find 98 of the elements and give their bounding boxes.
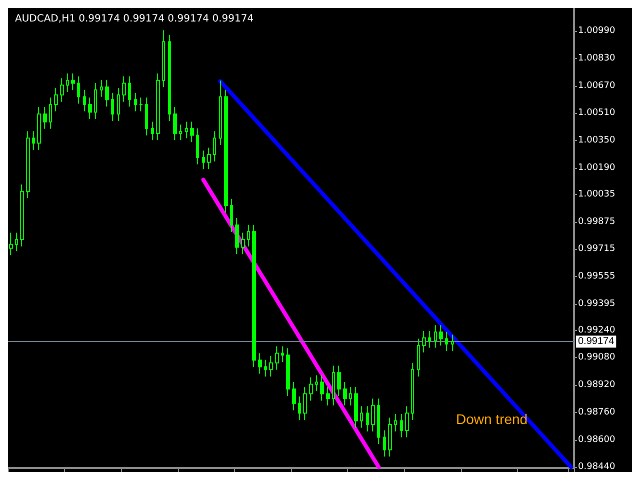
y-tick-label: 0.98760 bbox=[578, 407, 616, 418]
y-tick-label: 1.00990 bbox=[578, 26, 616, 36]
candlestick bbox=[360, 406, 363, 428]
candlestick bbox=[224, 89, 228, 214]
y-tick-label: 0.99080 bbox=[578, 352, 616, 363]
candlestick bbox=[145, 97, 148, 136]
candlestick bbox=[235, 218, 239, 255]
candlestick bbox=[332, 365, 335, 406]
candlestick bbox=[252, 224, 256, 368]
candlestick bbox=[422, 330, 426, 353]
candlestick bbox=[168, 34, 171, 122]
candlestick bbox=[241, 232, 245, 255]
candlestick bbox=[66, 72, 69, 92]
candlestick bbox=[298, 396, 301, 420]
candlestick bbox=[128, 76, 131, 107]
y-tick-label: 0.99875 bbox=[578, 216, 616, 227]
candlestick bbox=[71, 72, 75, 91]
y-tick-label: 0.98440 bbox=[578, 462, 616, 472]
candlestick bbox=[286, 348, 290, 396]
candlestick bbox=[337, 365, 341, 396]
candlestick bbox=[275, 346, 279, 370]
candlestick bbox=[122, 76, 126, 102]
candlestick bbox=[37, 106, 41, 150]
candlestick bbox=[326, 386, 330, 406]
candlestick bbox=[15, 232, 18, 252]
candlestick bbox=[100, 80, 103, 98]
candlestick bbox=[383, 430, 386, 458]
candlestick bbox=[185, 121, 188, 139]
candlestick bbox=[309, 376, 313, 402]
y-tick-label: 1.00035 bbox=[578, 189, 616, 200]
candlestick bbox=[139, 97, 143, 112]
candlestick bbox=[439, 324, 443, 346]
candlestick bbox=[219, 80, 222, 146]
candlestick bbox=[173, 106, 177, 141]
candlestick bbox=[371, 398, 375, 432]
candlestick bbox=[117, 88, 120, 122]
candlestick bbox=[394, 413, 397, 432]
candlestick bbox=[54, 88, 58, 112]
candlestick bbox=[134, 92, 137, 112]
y-tick-label: 0.98920 bbox=[578, 380, 616, 390]
candlestick bbox=[60, 78, 64, 102]
y-tick-label: 0.99715 bbox=[578, 244, 616, 254]
candlestick bbox=[111, 92, 114, 122]
candlestick bbox=[315, 374, 318, 392]
candlestick bbox=[264, 359, 267, 378]
candlestick bbox=[202, 150, 205, 170]
candlestick bbox=[428, 330, 431, 348]
candlestick bbox=[83, 89, 86, 112]
candlestick bbox=[77, 76, 80, 104]
candlestick bbox=[151, 121, 154, 141]
candlestick bbox=[400, 413, 403, 438]
candlestick bbox=[411, 362, 414, 420]
candlestick bbox=[49, 97, 52, 130]
y-tick-label: 0.99555 bbox=[578, 271, 616, 282]
candlestick bbox=[43, 106, 47, 130]
candlestick bbox=[230, 198, 233, 232]
y-tick-label: 1.00350 bbox=[578, 136, 616, 146]
candlestick bbox=[349, 386, 352, 406]
candlestick bbox=[105, 80, 109, 107]
candlestick bbox=[434, 324, 437, 348]
y-tick-label: 0.98600 bbox=[578, 434, 616, 445]
candlestick bbox=[196, 128, 199, 165]
candlestick bbox=[405, 406, 409, 438]
candlestick bbox=[269, 355, 273, 378]
candlestick bbox=[247, 224, 250, 247]
candlestick bbox=[190, 121, 194, 143]
candlestick bbox=[388, 417, 392, 458]
candlestick bbox=[32, 130, 35, 150]
candlestick bbox=[292, 382, 296, 411]
candlestick bbox=[343, 382, 347, 406]
y-tick-label: 1.00510 bbox=[578, 108, 616, 118]
y-tick-label: 1.00190 bbox=[578, 162, 616, 173]
candlestick bbox=[366, 406, 369, 432]
ref-line-label: 0.99174 bbox=[578, 336, 615, 348]
candlestick bbox=[88, 97, 92, 120]
candlestick bbox=[445, 331, 448, 352]
candlestick bbox=[377, 398, 380, 445]
text: AUDCAD,H1 0.99174 0.99174 0.99174 0.99174 bbox=[15, 14, 254, 24]
y-tick-label: 0.99395 bbox=[578, 298, 616, 309]
candlestick bbox=[162, 30, 165, 88]
candlestick bbox=[451, 334, 454, 352]
candlestick bbox=[179, 124, 182, 141]
y-tick-label: 1.00830 bbox=[578, 53, 616, 64]
y-tick-label: 0.99240 bbox=[578, 325, 616, 336]
candlestick bbox=[320, 374, 324, 402]
candlestick bbox=[94, 82, 97, 120]
y-tick-label: 1.00670 bbox=[578, 80, 616, 91]
annotation: Down trend bbox=[456, 411, 528, 427]
candlestick bbox=[26, 130, 30, 199]
candlestick bbox=[156, 72, 160, 141]
candlestick bbox=[417, 338, 420, 378]
candlestick bbox=[281, 346, 284, 362]
candlestick bbox=[213, 130, 216, 162]
candlestick bbox=[303, 386, 307, 420]
candlestick bbox=[20, 184, 24, 247]
candlestick bbox=[354, 386, 358, 428]
candlestick bbox=[207, 147, 211, 170]
candlestick bbox=[258, 352, 262, 374]
